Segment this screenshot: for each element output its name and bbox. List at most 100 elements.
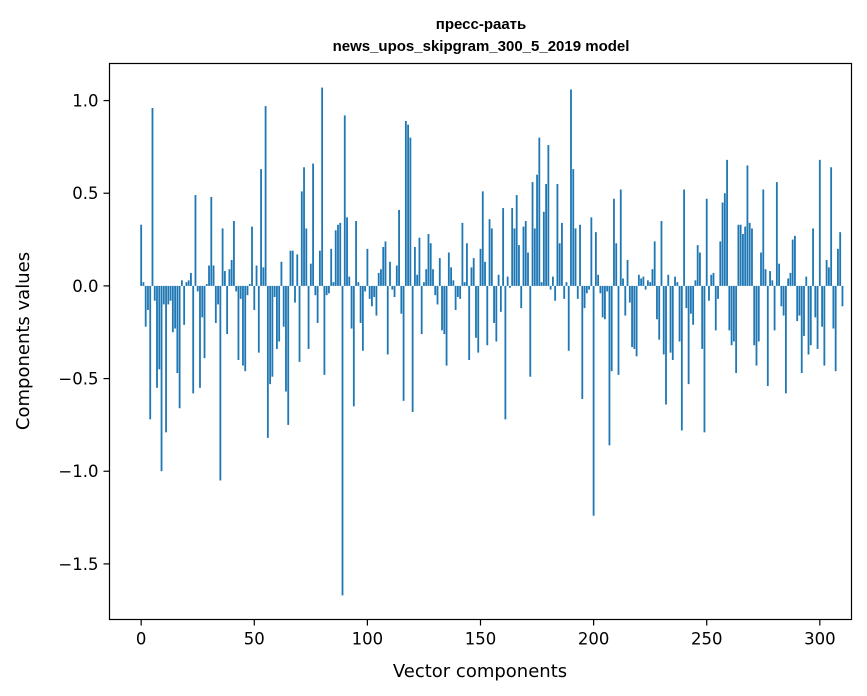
bar-256 — [719, 241, 722, 286]
bar-148 — [475, 285, 477, 338]
bar-83 — [328, 285, 330, 294]
bar-270 — [751, 228, 753, 286]
bar-75 — [309, 263, 312, 286]
bar-188 — [565, 282, 568, 286]
bar-79 — [318, 250, 321, 286]
bar-14 — [171, 285, 174, 333]
y-axis-label: Components values — [13, 252, 34, 430]
bar-53 — [260, 169, 262, 286]
bar-302 — [823, 285, 826, 366]
bar-284 — [782, 285, 785, 316]
bar-305 — [830, 167, 833, 286]
bar-102 — [371, 285, 373, 307]
bar-154 — [488, 219, 491, 286]
bar-18 — [180, 280, 183, 286]
bar-241 — [685, 285, 688, 309]
bar-76 — [312, 163, 314, 286]
bar-48 — [248, 284, 251, 286]
x-tick-label: 250 — [691, 630, 723, 649]
bar-11 — [165, 285, 167, 433]
bar-69 — [296, 254, 299, 286]
bar-12 — [167, 285, 170, 305]
bar-50 — [253, 285, 256, 310]
bar-228 — [656, 285, 658, 320]
bar-192 — [574, 228, 577, 286]
bar-223 — [644, 285, 647, 290]
bar-266 — [742, 234, 744, 286]
bar-180 — [547, 145, 550, 286]
bar-26 — [199, 285, 201, 388]
bar-250 — [705, 198, 708, 286]
bar-118 — [407, 124, 410, 286]
bar-278 — [769, 271, 771, 286]
bar-226 — [651, 269, 654, 286]
bar-236 — [674, 276, 676, 286]
bar-161 — [504, 285, 507, 420]
bar-5 — [151, 107, 154, 286]
bar-146 — [470, 267, 473, 286]
bar-42 — [235, 285, 238, 292]
bar-258 — [723, 193, 726, 286]
bar-27 — [201, 285, 204, 318]
y-tick-label: 1.0 — [72, 92, 98, 111]
bar-199 — [590, 217, 593, 286]
bar-152 — [484, 261, 486, 286]
bar-297 — [812, 228, 814, 286]
bar-73 — [305, 228, 308, 286]
bar-0 — [140, 224, 143, 286]
bar-117 — [404, 120, 407, 286]
bar-67 — [291, 250, 294, 286]
bar-240 — [683, 189, 685, 286]
bar-142 — [461, 222, 464, 286]
bar-257 — [721, 202, 724, 286]
bar-279 — [771, 280, 774, 286]
bar-1 — [142, 282, 145, 286]
bar-125 — [423, 282, 425, 286]
bar-179 — [545, 183, 548, 286]
bar-157 — [495, 285, 498, 342]
bar-135 — [445, 285, 448, 366]
bar-229 — [658, 285, 661, 340]
bar-173 — [531, 182, 534, 286]
bar-210 — [615, 243, 618, 286]
bar-7 — [156, 285, 158, 388]
bar-103 — [373, 285, 376, 298]
bar-6 — [153, 285, 156, 301]
bar-35 — [219, 285, 222, 481]
bar-232 — [665, 285, 667, 405]
bar-195 — [581, 285, 584, 399]
bar-149 — [477, 285, 480, 353]
bar-292 — [800, 285, 803, 374]
bar-46 — [244, 285, 247, 372]
bar-209 — [613, 198, 615, 286]
bar-128 — [429, 243, 432, 286]
bar-19 — [183, 285, 186, 325]
bar-177 — [540, 282, 543, 286]
bar-97 — [359, 285, 362, 323]
bar-212 — [619, 189, 622, 286]
bar-121 — [413, 246, 416, 286]
bar-231 — [662, 285, 665, 355]
bar-234 — [669, 285, 672, 353]
bar-34 — [217, 285, 219, 305]
bar-303 — [825, 259, 828, 286]
bar-107 — [382, 246, 385, 286]
bar-159 — [499, 285, 502, 312]
bar-145 — [468, 285, 471, 361]
bar-220 — [637, 274, 640, 286]
bar-66 — [289, 250, 292, 286]
bar-4 — [149, 285, 152, 420]
bar-95 — [355, 221, 357, 286]
bar-300 — [818, 159, 821, 286]
bar-287 — [789, 272, 792, 286]
bar-85 — [332, 282, 335, 286]
bar-301 — [821, 285, 823, 327]
bar-225 — [649, 282, 652, 286]
bar-198 — [588, 285, 590, 290]
bar-77 — [314, 285, 317, 296]
bar-219 — [635, 285, 638, 357]
x-tick-label: 0 — [136, 630, 147, 649]
x-tick-label: 200 — [578, 630, 610, 649]
bar-273 — [757, 285, 760, 342]
x-axis-label: Vector components — [393, 661, 567, 682]
